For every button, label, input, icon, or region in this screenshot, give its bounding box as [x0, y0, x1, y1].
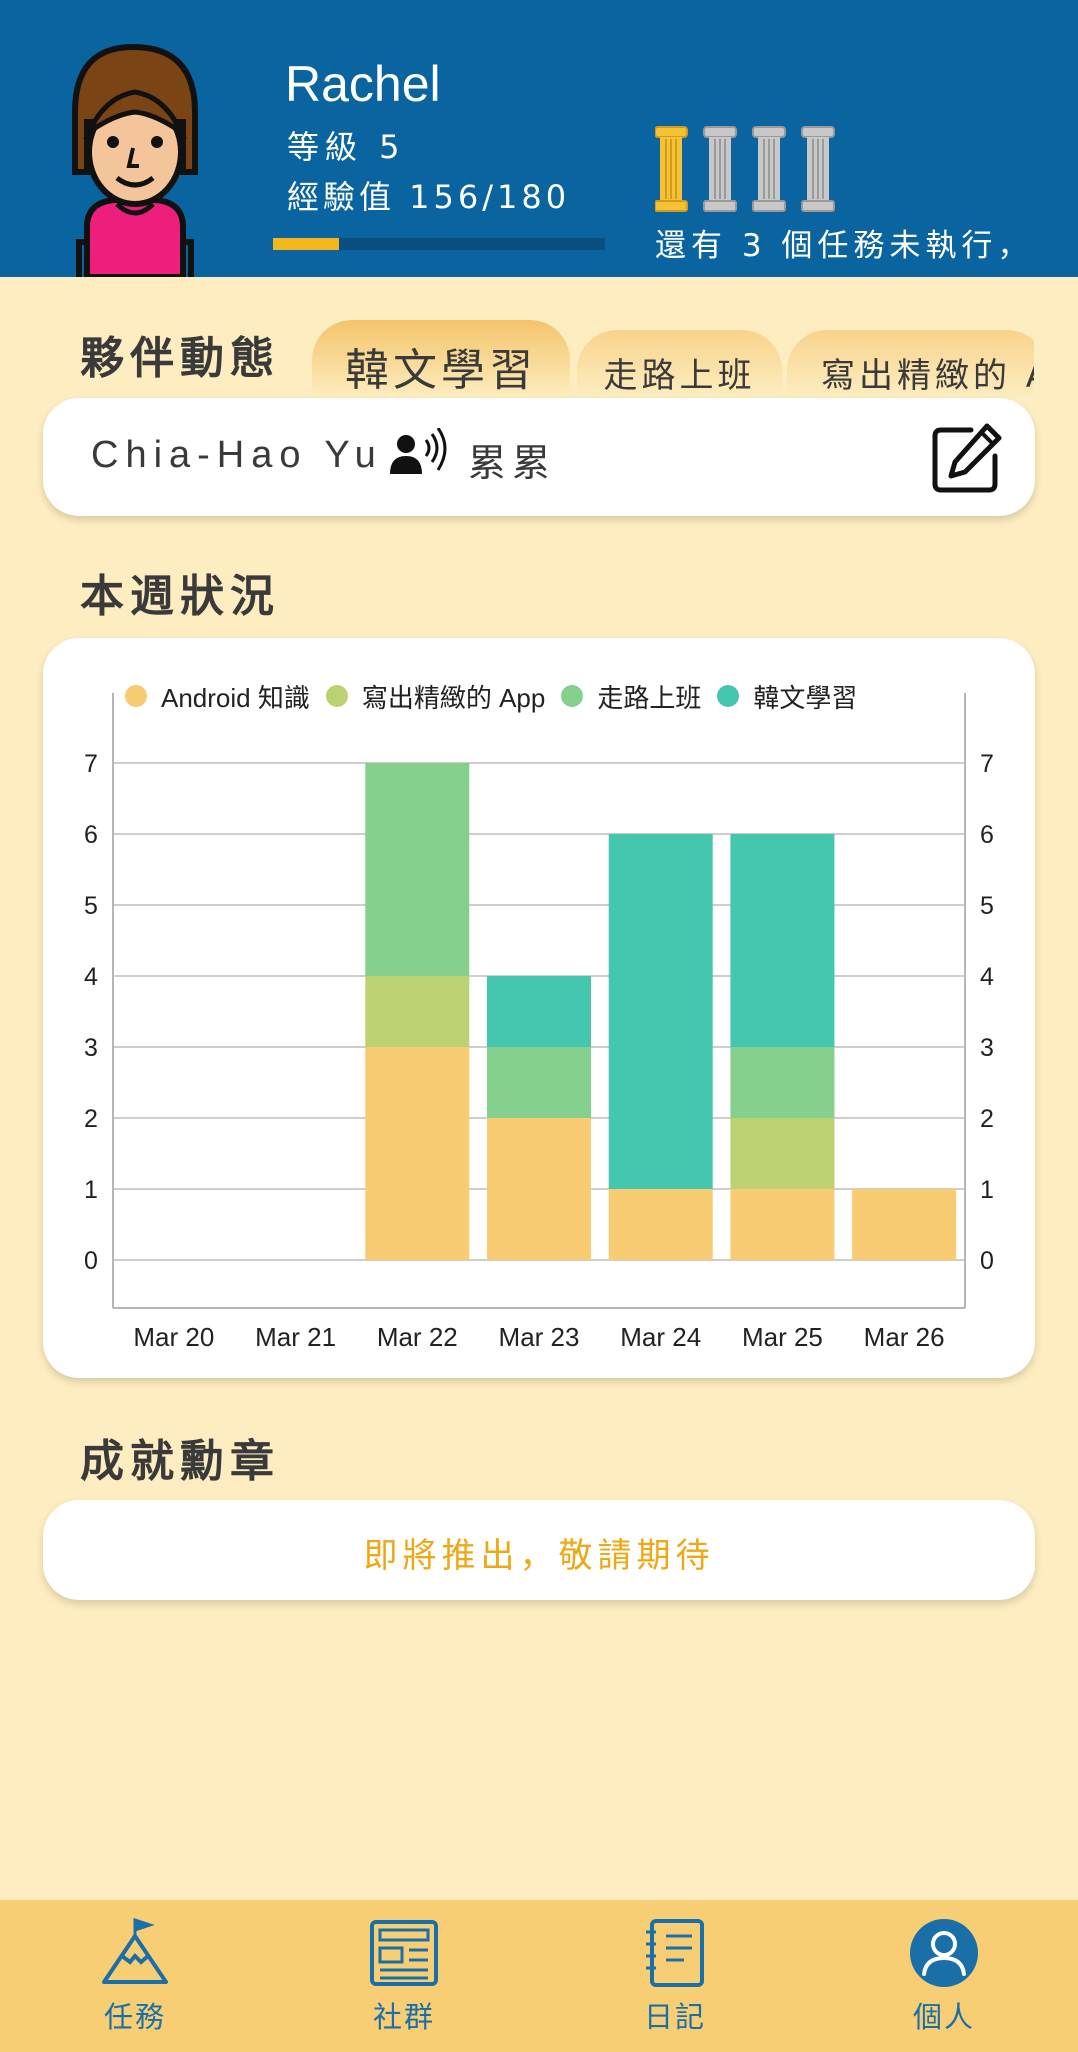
y-tick-label-right: 4: [980, 963, 994, 991]
nav-profile[interactable]: 個人: [874, 1918, 1014, 2038]
partner-tabs: 韓文學習 走路上班 寫出精緻的 App: [312, 318, 1034, 398]
y-tick-label-left: 2: [84, 1105, 98, 1133]
tab-korean[interactable]: 韓文學習: [312, 320, 570, 398]
bar-segment: [365, 1047, 469, 1260]
y-tick-label-right: 0: [980, 1247, 994, 1275]
nav-diary-label: 日記: [605, 1994, 745, 2036]
y-tick-label-left: 3: [84, 1034, 98, 1062]
exp-text: 經驗值 156/180: [287, 172, 570, 218]
level-text: 等級 5: [287, 122, 406, 168]
pillars-icon: [655, 125, 845, 215]
y-tick-label-left: 4: [84, 963, 98, 991]
badges-title: 成就勳章: [80, 1425, 280, 1489]
bar-segment: [730, 1118, 834, 1189]
tab-app[interactable]: 寫出精緻的 App: [787, 330, 1034, 398]
x-tick-label: Mar 22: [377, 1322, 458, 1352]
y-tick-label-left: 0: [84, 1247, 98, 1275]
bar-segment: [852, 1189, 956, 1260]
x-tick-label: Mar 21: [255, 1322, 336, 1352]
y-tick-label-right: 7: [980, 750, 994, 778]
edit-icon[interactable]: [931, 422, 1003, 494]
bottom-navigation: 任務 社群 日記 個人: [0, 1900, 1078, 2052]
y-tick-label-right: 3: [980, 1034, 994, 1062]
nav-tasks-label: 任務: [65, 1994, 205, 2036]
profile-header: Rachel 等級 5 經驗值 156/180 還有 3 個任務未執行，: [0, 0, 1078, 277]
nav-diary[interactable]: 日記: [605, 1918, 745, 2038]
y-tick-label-left: 1: [84, 1176, 98, 1204]
pillar-unlit: [704, 127, 736, 211]
tab-walk[interactable]: 走路上班: [577, 330, 782, 398]
mountain-flag-icon: [100, 1918, 170, 1988]
nav-community-label: 社群: [334, 1994, 474, 2036]
bar-segment: [487, 1118, 591, 1260]
notebook-icon: [640, 1918, 710, 1988]
person-icon: [909, 1918, 979, 1988]
exp-progress-bar: [273, 238, 605, 250]
nav-profile-label: 個人: [874, 1994, 1014, 2036]
bar-segment: [730, 1189, 834, 1260]
weekly-title: 本週狀況: [80, 560, 280, 624]
partners-title: 夥伴動態: [80, 322, 280, 386]
x-tick-label: Mar 23: [499, 1322, 580, 1352]
y-tick-label-right: 2: [980, 1105, 994, 1133]
pillar-lit: [655, 127, 687, 211]
nav-tasks[interactable]: 任務: [65, 1918, 205, 2038]
bar-segment: [730, 1047, 834, 1118]
bar-segment: [365, 976, 469, 1047]
y-tick-label-left: 6: [84, 821, 98, 849]
x-tick-label: Mar 25: [742, 1322, 823, 1352]
avatar[interactable]: [55, 42, 215, 277]
pillar-unlit: [753, 127, 785, 211]
y-tick-label-right: 1: [980, 1176, 994, 1204]
y-tick-label-left: 5: [84, 892, 98, 920]
bar-segment: [365, 763, 469, 976]
y-tick-label-left: 7: [84, 750, 98, 778]
y-tick-label-right: 6: [980, 821, 994, 849]
x-tick-label: Mar 20: [133, 1322, 214, 1352]
badges-card: 即將推出，敬請期待: [43, 1500, 1035, 1600]
bar-segment: [730, 834, 834, 1047]
partner-name: Chia-Hao Yu: [91, 434, 383, 477]
x-tick-label: Mar 26: [864, 1322, 945, 1352]
newspaper-icon: [369, 1918, 439, 1988]
speaking-person-icon: [388, 428, 448, 478]
bar-segment: [609, 1189, 713, 1260]
partner-status: 累累: [468, 432, 556, 487]
y-tick-label-right: 5: [980, 892, 994, 920]
x-tick-label: Mar 24: [620, 1322, 701, 1352]
nav-community[interactable]: 社群: [334, 1918, 474, 2038]
bar-segment: [487, 1047, 591, 1118]
exp-progress-fill: [273, 238, 339, 250]
pending-tasks-text: 還有 3 個任務未執行，: [655, 220, 1078, 265]
bar-segment: [609, 834, 713, 1189]
user-name: Rachel: [285, 55, 441, 113]
bar-segment: [487, 976, 591, 1047]
coming-soon-text: 即將推出，敬請期待: [43, 1528, 1035, 1577]
pillar-unlit: [802, 127, 834, 211]
weekly-bar-chart: 0 0 1 1 2 2 3 3 4 4 5 5 6 6 7 7 Mar 20 Mar 21 Mar 22 Mar 23…: [43, 638, 1035, 1378]
partner-status-card: Chia-Hao Yu 累累: [43, 398, 1035, 516]
